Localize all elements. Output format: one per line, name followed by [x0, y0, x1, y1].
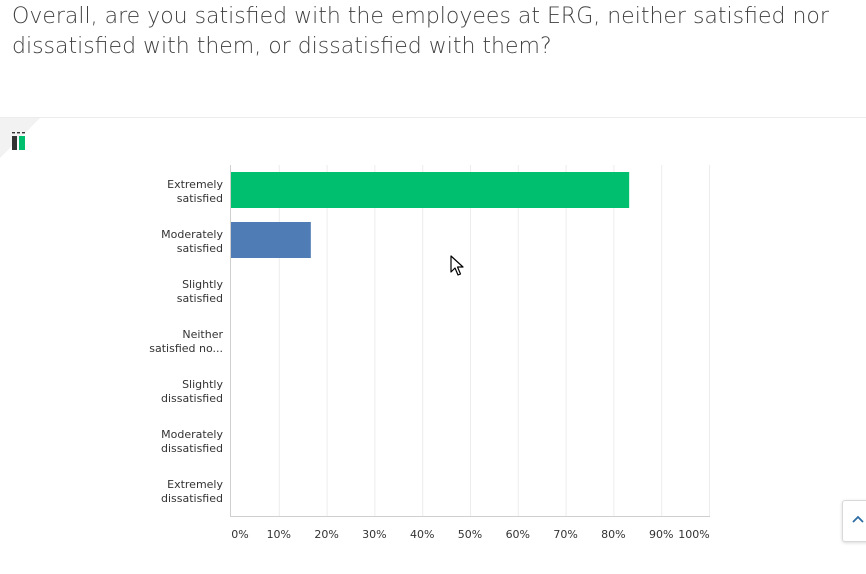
category-label-line: dissatisfied: [161, 492, 223, 505]
category-label-line: Extremely: [167, 478, 223, 491]
x-tick-label: 70%: [553, 528, 577, 541]
category-label-line: satisfied: [177, 242, 223, 255]
category-label-line: satisfied: [177, 192, 223, 205]
category-label: Extremely dissatisfied: [161, 478, 224, 505]
category-label-line: Moderately: [161, 428, 223, 441]
x-tick-label: 100%: [678, 528, 709, 541]
category-label-line: Moderately: [161, 228, 223, 241]
category-label-line: Slightly: [182, 278, 223, 291]
category-label-line: dissatisfied: [161, 392, 223, 405]
category-label: Extremely satisfied: [167, 178, 223, 205]
x-tick-label: 60%: [506, 528, 530, 541]
category-label: Neither satisfied no...: [149, 328, 223, 355]
scroll-to-top-button[interactable]: [842, 500, 866, 542]
category-label-line: Extremely: [167, 178, 223, 191]
x-tick-label: 0%: [231, 528, 248, 541]
category-label-line: dissatisfied: [161, 442, 223, 455]
category-label: Slightly satisfied: [177, 278, 224, 305]
bar-1[interactable]: [231, 222, 311, 258]
section-divider: [0, 117, 866, 118]
x-tick-label: 20%: [314, 528, 338, 541]
x-tick-label: 10%: [267, 528, 291, 541]
category-label: Moderately dissatisfied: [161, 428, 224, 455]
x-tick-label: 90%: [649, 528, 673, 541]
x-tick-label: 40%: [410, 528, 434, 541]
category-label: Slightly dissatisfied: [161, 378, 224, 405]
mouse-pointer-icon: [450, 255, 464, 276]
category-label-line: Slightly: [182, 378, 223, 391]
x-tick-label: 80%: [601, 528, 625, 541]
bar-chart-icon[interactable]: [11, 132, 29, 150]
chevron-up-icon: [852, 515, 864, 523]
question-title: Overall, are you satisfied with the empl…: [12, 4, 829, 59]
x-tick-label: 50%: [458, 528, 482, 541]
category-label-line: satisfied no...: [149, 342, 223, 355]
x-tick-label: 30%: [362, 528, 386, 541]
category-label: Moderately satisfied: [161, 228, 223, 255]
bar-0[interactable]: [231, 172, 630, 208]
category-label-line: Neither: [182, 328, 223, 341]
category-label-line: satisfied: [177, 292, 223, 305]
